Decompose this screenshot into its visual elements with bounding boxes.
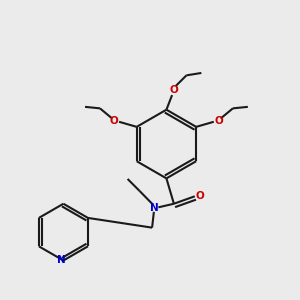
Text: N: N [150, 203, 159, 213]
Text: O: O [110, 116, 119, 126]
Text: N: N [57, 256, 65, 266]
Text: O: O [169, 85, 178, 95]
Text: O: O [214, 116, 223, 126]
Text: O: O [195, 191, 204, 201]
